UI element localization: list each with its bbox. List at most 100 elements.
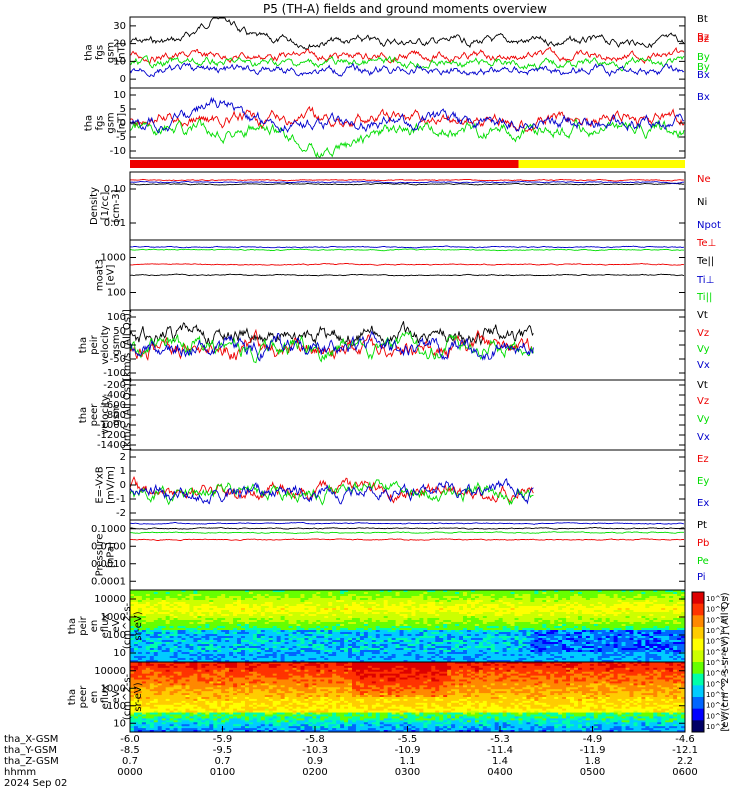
spectrogram-cell [447, 620, 452, 623]
spectrogram-cell [574, 594, 579, 597]
spectrogram-cell [185, 596, 190, 599]
spectrogram-cell [383, 612, 389, 615]
spectrogram-cell [613, 596, 618, 599]
spectrogram-cell [145, 606, 151, 609]
spectrogram-cell [284, 612, 289, 615]
spectrogram-cell [474, 650, 480, 653]
spectrogram-cell [466, 602, 472, 605]
spectrogram-cell [209, 634, 214, 637]
spectrogram-cell [542, 618, 547, 621]
spectrogram-cell [248, 616, 254, 619]
spectrogram-cell [320, 626, 325, 629]
spectrogram-cell [260, 616, 266, 619]
y-axis-label: gsm [106, 42, 117, 63]
spectrogram-cell [272, 598, 278, 601]
spectrogram-cell [510, 614, 515, 617]
spectrogram-cell [570, 610, 575, 613]
spectrogram-cell [213, 656, 218, 659]
spectrogram-cell [617, 600, 622, 603]
spectrogram-cell [300, 648, 305, 651]
spectrogram-cell [332, 596, 337, 599]
spectrogram-cell [459, 626, 464, 629]
spectrogram-cell [431, 614, 436, 617]
spectrogram-cell [328, 638, 333, 641]
spectrogram-cell [300, 624, 305, 627]
spectrogram-cell [451, 594, 456, 597]
spectrogram-cell [153, 630, 159, 633]
spectrogram-cell [542, 600, 547, 603]
spectrogram-cell [570, 622, 575, 625]
spectrogram-cell [669, 644, 674, 647]
spectrogram-cell [130, 630, 135, 633]
spectrogram-cell [153, 638, 159, 641]
spectrogram-cell [419, 634, 424, 637]
spectrogram-cell [463, 620, 468, 623]
spectrogram-cell [260, 610, 266, 613]
spectrogram-cell [431, 632, 436, 635]
spectrogram-cell [411, 598, 416, 601]
spectrogram-cell [233, 634, 238, 637]
spectrogram-cell [352, 644, 357, 647]
spectrogram-cell [288, 642, 293, 645]
spectrogram-cell [399, 628, 404, 631]
spectrogram-cell [641, 606, 646, 609]
spectrogram-cell [645, 594, 650, 597]
spectrogram-cell [229, 608, 234, 611]
spectrogram-cell [570, 594, 575, 597]
spectrogram-cell [177, 630, 182, 633]
spectrogram-cell [145, 604, 151, 607]
spectrogram-cell [411, 634, 416, 637]
spectrogram-cell [621, 626, 626, 629]
spectrogram-cell [637, 632, 642, 635]
spectrogram-cell [355, 600, 361, 603]
spectrogram-cell [597, 634, 603, 637]
spectrogram-cell [518, 636, 523, 639]
spectrogram-cell [149, 632, 155, 635]
spectrogram-cell [415, 594, 420, 597]
spectrogram-cell [363, 646, 369, 649]
spectrogram-cell [363, 610, 369, 613]
spectrogram-cell [593, 602, 599, 605]
spectrogram-cell [649, 630, 654, 633]
spectrogram-cell [463, 634, 468, 637]
spectrogram-cell [482, 622, 488, 625]
spectrogram-cell [585, 652, 591, 655]
spectrogram-cell [391, 646, 396, 649]
spectrogram-cell [593, 644, 599, 647]
spectrogram-cell [423, 610, 428, 613]
spectrogram-cell [673, 598, 678, 601]
spectrogram-cell [213, 636, 218, 639]
spectrogram-cell [581, 590, 587, 593]
spectrogram-cell [677, 654, 682, 657]
spectrogram-cell [225, 634, 230, 637]
spectrogram-cell [677, 644, 682, 647]
spectrogram-cell [320, 604, 325, 607]
spectrogram-cell [530, 642, 535, 645]
spectrogram-cell [209, 600, 214, 603]
spectrogram-cell [308, 610, 313, 613]
spectrogram-cell [296, 648, 301, 651]
spectrogram-cell [264, 630, 270, 633]
spectrogram-cell [332, 610, 337, 613]
spectrogram-cell [387, 630, 393, 633]
spectrogram-cell [308, 624, 313, 627]
spectrogram-cell [256, 600, 262, 603]
spectrogram-cell [177, 642, 182, 645]
spectrogram-cell [629, 590, 634, 593]
spectrogram-cell [201, 632, 206, 635]
spectrogram-cell [185, 606, 190, 609]
spectrogram-cell [316, 600, 321, 603]
spectrogram-cell [451, 614, 456, 617]
spectrogram-cell [371, 650, 377, 653]
spectrogram-cell [256, 656, 262, 659]
spectrogram-cell [633, 600, 638, 603]
spectrogram-cell [534, 650, 539, 653]
spectrogram-cell [407, 650, 412, 653]
spectrogram-cell [617, 656, 622, 659]
spectrogram-cell [371, 620, 377, 623]
spectrogram-cell [296, 596, 301, 599]
spectrogram-cell [213, 600, 218, 603]
spectrogram-cell [169, 590, 174, 593]
spectrogram-cell [185, 590, 190, 593]
spectrogram-cell [355, 596, 361, 599]
